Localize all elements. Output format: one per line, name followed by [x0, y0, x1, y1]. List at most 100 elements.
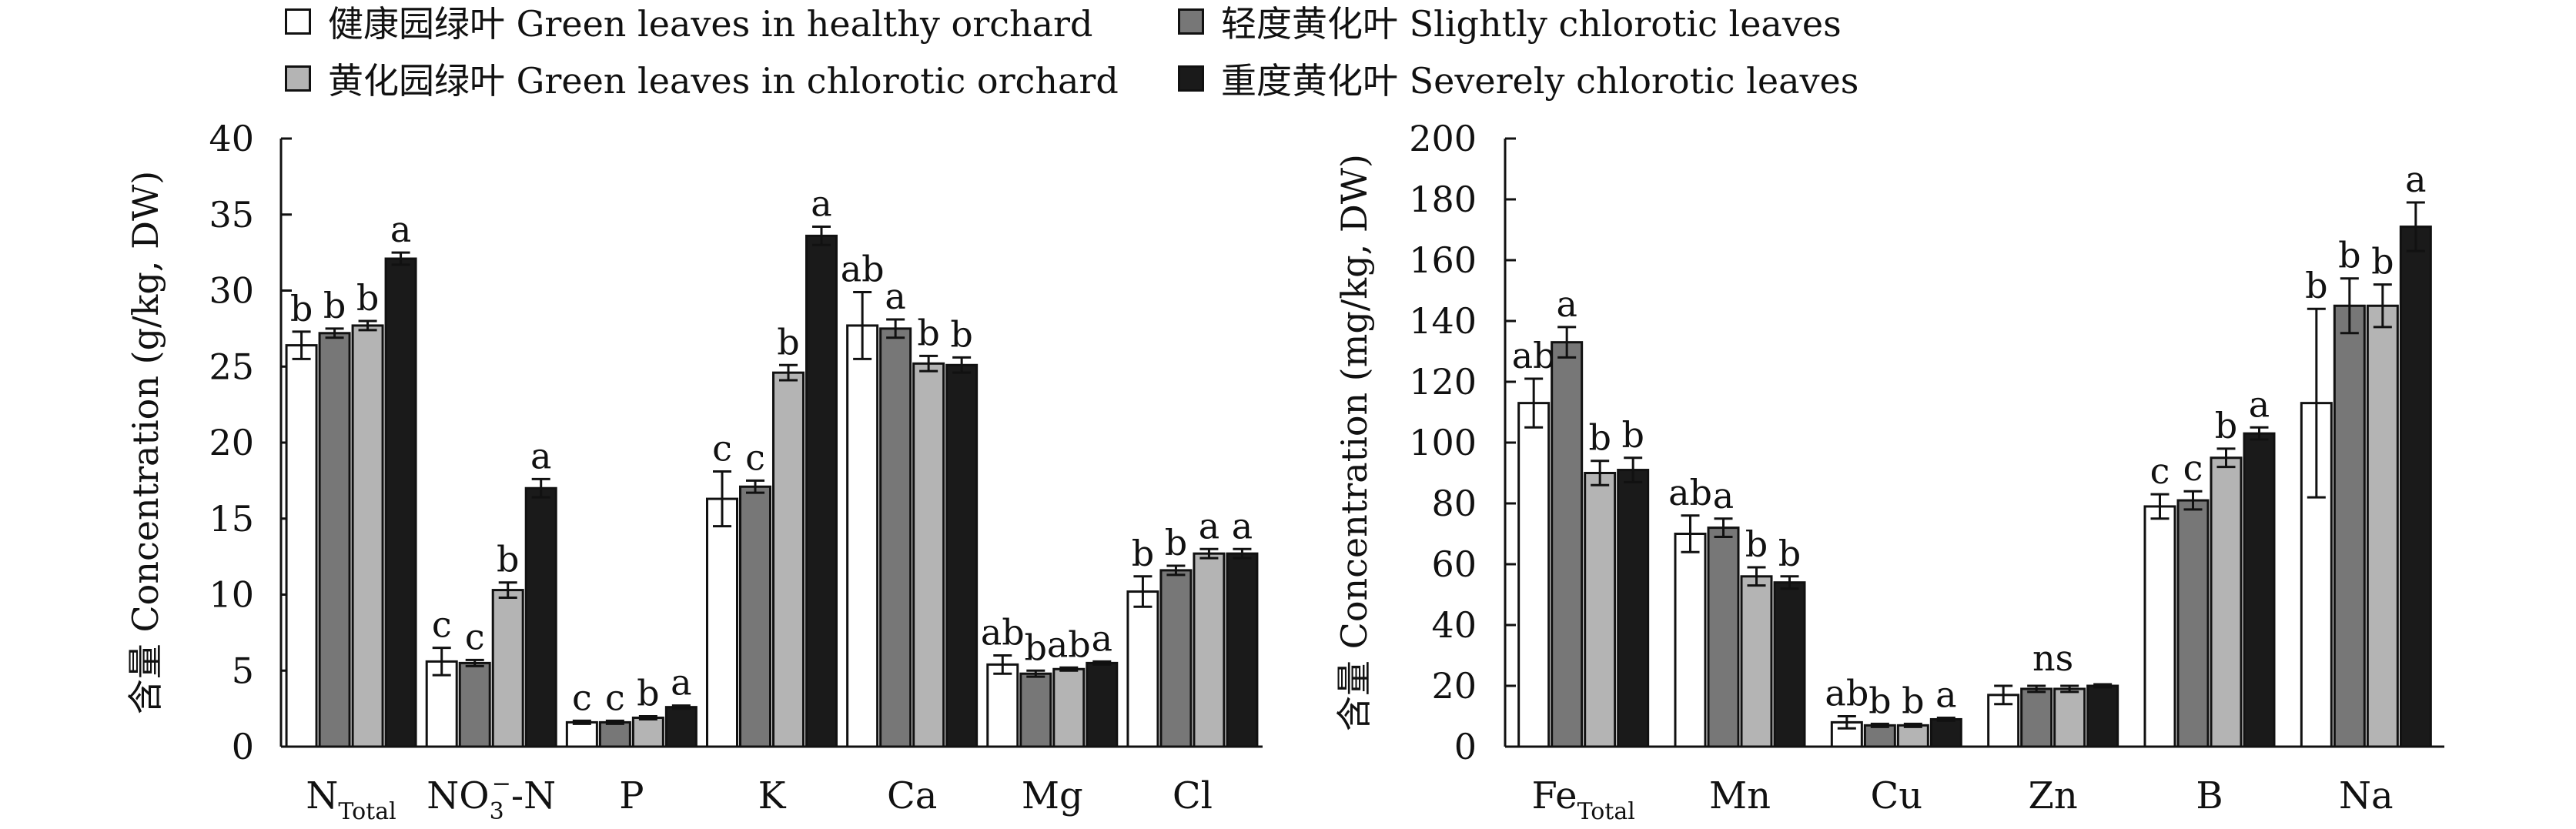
chart2-bar-1-1 [1707, 526, 1740, 748]
chart1-sig-letter: a [811, 183, 831, 225]
chart2-y-tick-label: 60 [1431, 543, 1477, 585]
chart1-sig-letter: c [572, 677, 592, 718]
chart2-bar-0-3 [1617, 469, 1650, 748]
chart1-sig-letter: b [1132, 533, 1154, 574]
chart1-sig-letter: a [1199, 505, 1219, 547]
chart1-x-tick-label: K [758, 774, 787, 817]
chart1-bar-6-3 [1226, 552, 1259, 748]
chart1-sig-letter: b [290, 288, 313, 329]
chart1-y-tick-label: 35 [209, 194, 254, 236]
chart2-x-tick-label: Cu [1871, 774, 1923, 817]
legend-label-healthy-green: 健康园绿叶 Green leaves in healthy orchard [328, 3, 1093, 45]
chart2-bar-2-3 [1929, 717, 1962, 748]
chart1-y-tick-label: 40 [209, 118, 254, 159]
chart1-bar-6-1 [1159, 569, 1193, 748]
chart2-x-tick-label: Mn [1709, 774, 1771, 817]
legend-swatch-chlorotic-green [285, 65, 311, 92]
chart1-sig-letter: b [950, 313, 972, 355]
chart2-bar-1-3 [1773, 581, 1806, 748]
chart2-sig-letter: c [2183, 447, 2203, 489]
chart-legend: 健康园绿叶 Green leaves in healthy orchard 轻度… [285, 0, 1979, 108]
chart2-y-tick-label: 0 [1454, 726, 1477, 767]
chart2-y-tick-label: 180 [1409, 179, 1477, 220]
chart1-sig-letter: b [356, 277, 379, 319]
chart1-bar-0-2 [351, 324, 384, 748]
chart2-sig-letter: b [2338, 235, 2360, 276]
chart2-bar-5-2 [2366, 304, 2399, 748]
chart1-bar-3-1 [739, 485, 771, 748]
chart2-x-tick-label: Na [2339, 774, 2394, 817]
chart2-y-tick-label: 80 [1431, 483, 1477, 524]
chart1-bar-2-0 [565, 720, 598, 748]
chart2-sig-letter: a [2405, 159, 2426, 200]
chart1-sig-letter: b [323, 285, 346, 326]
chart1-sig-letter: c [745, 436, 765, 478]
chart1-x-tick-label: Cl [1173, 774, 1213, 817]
chart1-y-tick-label: 20 [209, 422, 254, 463]
chart2-sig-letter: b [1745, 523, 1768, 565]
chart2-bar-4-1 [2176, 499, 2210, 748]
chart1-bar-5-3 [1086, 661, 1119, 748]
chart2-bar-4-2 [2210, 456, 2243, 748]
chart2-bar-5-1 [2333, 304, 2366, 748]
legend-label-chlorotic-green: 黄化园绿叶 Green leaves in chlorotic orchard [328, 60, 1119, 102]
chart1-bar-3-2 [772, 371, 805, 748]
chart2-sig-letter: a [1556, 283, 1577, 325]
chart1-sig-letter: a [390, 209, 411, 250]
chart2-sig-letter: a [1935, 674, 1956, 715]
chart1-sig-letter: a [1232, 505, 1253, 547]
chart1-bar-1-1 [458, 661, 491, 748]
chart1-x-tick-label: Mg [1022, 774, 1083, 817]
chart1-sig-letter: a [885, 276, 905, 317]
chart2-x-tick-label: FeTotal [1531, 774, 1634, 825]
chart1-y-axis-label: 含量 Concentration (g/kg, DW) [125, 171, 166, 714]
chart1-x-tick-label: NTotal [306, 774, 396, 825]
legend-label-slightly-chlorotic: 轻度黄化叶 Slightly chlorotic leaves [1221, 3, 1842, 45]
chart1-y-tick-label: 25 [209, 346, 254, 387]
chart2-y-tick-label: 120 [1409, 361, 1477, 403]
chart2-sig-letter: ab [1668, 472, 1712, 513]
chart2-sig-letter: b [1621, 414, 1644, 456]
chart1-bar-1-3 [524, 486, 557, 748]
chart1-bar-4-1 [879, 327, 912, 748]
chart1-y-tick-label: 0 [232, 726, 254, 767]
chart1-sig-letter: a [671, 662, 691, 704]
chart2-group-sig-letter: ns [2032, 637, 2073, 679]
chart1-y-tick-label: 30 [209, 270, 254, 312]
chart2-y-tick-label: 140 [1409, 300, 1477, 342]
legend-swatch-severely-chlorotic [1178, 65, 1204, 92]
chart2-bar-3-3 [2086, 684, 2119, 748]
chart2-bar-0-2 [1584, 472, 1617, 748]
chart1-bar-4-3 [945, 363, 979, 748]
chart2-y-tick-label: 200 [1409, 118, 1477, 159]
chart1-bar-1-2 [491, 589, 524, 748]
chart1-y-tick-label: 10 [209, 574, 254, 616]
chart1-sig-letter: ab [841, 248, 885, 289]
chart2-bar-2-2 [1896, 724, 1929, 748]
chart1-sig-letter: b [637, 673, 659, 714]
chart1-bar-5-1 [1019, 672, 1052, 748]
chart1-sig-letter: c [605, 677, 625, 718]
chart2-y-tick-label: 100 [1409, 422, 1477, 463]
chart2-bar-1-2 [1740, 575, 1773, 748]
chart1-sig-letter: c [465, 616, 485, 657]
chart2-bar-5-3 [2399, 226, 2432, 748]
chart1-sig-letter: b [1025, 627, 1047, 668]
chart1-sig-letter: c [432, 604, 452, 646]
legend-item-chlorotic-green: 黄化园绿叶 Green leaves in chlorotic orchard [285, 57, 1119, 102]
chart2-bar-0-1 [1551, 341, 1584, 748]
chart2-y-tick-label: 20 [1431, 665, 1477, 707]
legend-label-severely-chlorotic: 重度黄化叶 Severely chlorotic leaves [1221, 60, 1859, 102]
chart1-sig-letter: c [712, 428, 732, 470]
chart2-sig-letter: b [1588, 417, 1611, 459]
chart2-x-tick-label: Zn [2029, 774, 2078, 817]
chart2-sig-letter: a [2249, 383, 2270, 425]
chart2-sig-letter: ab [1512, 335, 1556, 376]
chart2-bar-3-1 [2020, 687, 2053, 748]
chart1-x-tick-label: P [619, 774, 644, 817]
legend-item-severely-chlorotic: 重度黄化叶 Severely chlorotic leaves [1178, 57, 1858, 102]
legend-swatch-slightly-chlorotic [1178, 8, 1204, 35]
legend-item-slightly-chlorotic: 轻度黄化叶 Slightly chlorotic leaves [1178, 0, 1842, 45]
chart1-bar-3-0 [706, 497, 738, 748]
